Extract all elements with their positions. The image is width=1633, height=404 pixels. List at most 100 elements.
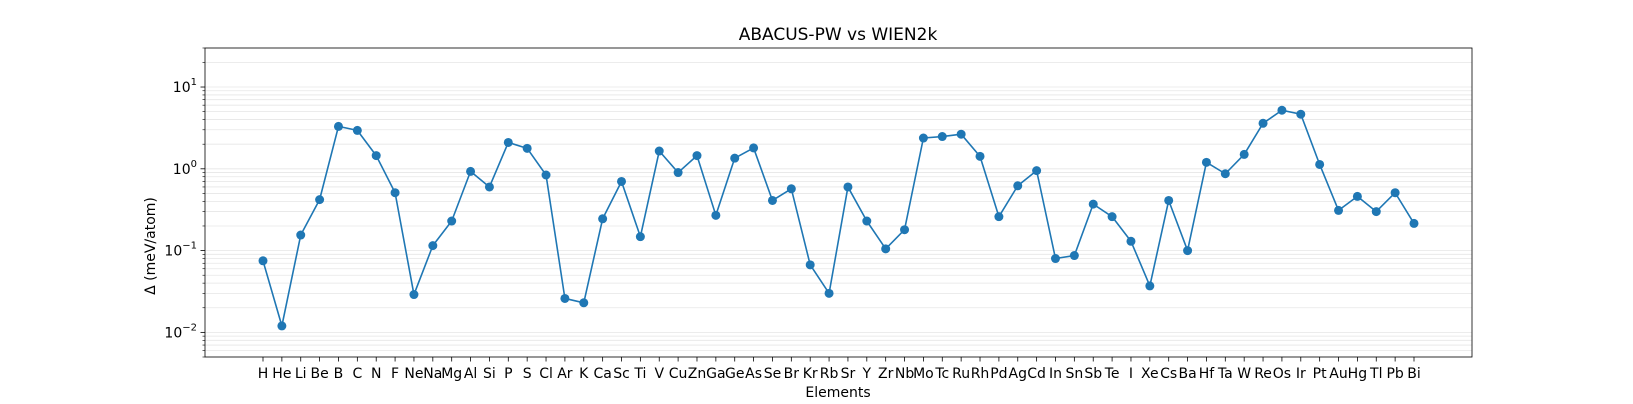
data-point-Ar <box>560 293 570 303</box>
data-point-Cl <box>541 170 551 180</box>
data-point-Ru <box>956 129 966 139</box>
data-point-Ag <box>1013 181 1023 191</box>
data-point-N <box>371 151 381 161</box>
data-point-Kr <box>805 260 815 270</box>
data-point-Te <box>1107 212 1117 222</box>
x-tick-label-Ca: Ca <box>593 366 611 382</box>
x-tick-label-Sb: Sb <box>1084 366 1102 382</box>
x-tick-label-Cd: Cd <box>1027 366 1046 382</box>
y-tick-exponent: −2 <box>182 322 197 333</box>
data-point-Hg <box>1352 191 1362 201</box>
data-point-Cs <box>1164 195 1174 205</box>
x-tick-label-Br: Br <box>784 366 800 382</box>
x-tick-label-In: In <box>1049 366 1062 382</box>
data-point-Na <box>428 241 438 251</box>
y-tick-base: 10 <box>164 244 182 260</box>
data-point-Ba <box>1183 246 1193 256</box>
data-point-Sb <box>1088 199 1098 209</box>
x-tick-label-Mg: Mg <box>441 366 462 382</box>
x-tick-label-H: H <box>258 366 269 382</box>
data-point-Os <box>1277 105 1287 115</box>
data-point-Tl <box>1371 207 1381 217</box>
data-point-B <box>333 121 343 131</box>
x-tick-label-As: As <box>745 366 762 382</box>
y-tick-label: 101 <box>173 77 197 96</box>
x-tick-label-S: S <box>523 366 532 382</box>
x-tick-label-Si: Si <box>483 366 496 382</box>
x-tick-label-Nb: Nb <box>895 366 914 382</box>
x-tick-label-Mo: Mo <box>913 366 934 382</box>
x-tick-label-Ar: Ar <box>557 366 573 382</box>
data-point-Br <box>786 184 796 194</box>
x-tick-label-Hg: Hg <box>1348 366 1367 382</box>
data-point-Pb <box>1390 188 1400 198</box>
y-tick-label: 10−1 <box>164 241 197 260</box>
data-point-Xe <box>1145 281 1155 291</box>
x-tick-label-Zr: Zr <box>878 366 894 382</box>
data-point-He <box>277 321 287 331</box>
data-point-Cd <box>1032 166 1042 176</box>
x-tick-label-Tc: Tc <box>934 366 949 382</box>
x-tick-label-Xe: Xe <box>1141 366 1159 382</box>
data-point-C <box>352 125 362 135</box>
data-point-Ne <box>409 290 419 300</box>
x-tick-label-Tl: Tl <box>1369 366 1382 382</box>
y-tick-exponent: 1 <box>191 77 197 88</box>
data-point-V <box>654 146 664 156</box>
data-point-Si <box>484 182 494 192</box>
x-tick-label-B: B <box>334 366 344 382</box>
x-tick-label-Ga: Ga <box>706 366 725 382</box>
x-tick-label-He: He <box>272 366 291 382</box>
x-tick-label-Zn: Zn <box>688 366 706 382</box>
x-tick-label-Ru: Ru <box>952 366 970 382</box>
data-point-K <box>579 298 589 308</box>
y-tick-base: 10 <box>173 162 191 178</box>
x-tick-label-Ta: Ta <box>1217 366 1233 382</box>
x-tick-label-K: K <box>579 366 589 382</box>
data-point-Pd <box>994 212 1004 222</box>
x-tick-label-Pt: Pt <box>1313 366 1327 382</box>
data-point-Rh <box>975 151 985 161</box>
y-tick-label: 100 <box>173 159 197 178</box>
data-point-Ga <box>711 210 721 220</box>
x-tick-label-F: F <box>391 366 399 382</box>
data-point-Ta <box>1220 169 1230 179</box>
x-tick-label-Bi: Bi <box>1407 366 1421 382</box>
x-tick-label-Hf: Hf <box>1199 366 1216 382</box>
x-tick-label-P: P <box>504 366 512 382</box>
x-tick-label-Te: Te <box>1104 366 1120 382</box>
x-tick-label-Li: Li <box>295 366 307 382</box>
y-tick-base: 10 <box>173 80 191 96</box>
data-point-Mo <box>918 133 928 143</box>
data-point-S <box>522 143 532 153</box>
x-tick-label-Kr: Kr <box>803 366 818 382</box>
x-axis-label: Elements <box>805 385 870 400</box>
data-point-I <box>1126 236 1136 246</box>
x-tick-label-Y: Y <box>862 366 872 382</box>
data-point-Al <box>466 166 476 176</box>
x-tick-label-Na: Na <box>423 366 442 382</box>
x-tick-label-Ne: Ne <box>404 366 423 382</box>
data-point-Re <box>1258 118 1268 128</box>
data-point-Ca <box>598 214 608 224</box>
data-point-Ge <box>730 153 740 163</box>
x-tick-label-Cs: Cs <box>1160 366 1177 382</box>
x-tick-label-Rh: Rh <box>971 366 990 382</box>
data-point-Sn <box>1069 251 1079 261</box>
y-axis-label: Δ (meV/atom) <box>143 197 159 295</box>
y-tick-base: 10 <box>164 325 182 341</box>
data-point-In <box>1050 254 1060 264</box>
x-tick-label-Cu: Cu <box>669 366 688 382</box>
x-tick-label-Be: Be <box>310 366 328 382</box>
y-tick-label: 10−2 <box>164 322 197 341</box>
data-point-Hf <box>1201 157 1211 167</box>
x-tick-label-Ti: Ti <box>633 366 646 382</box>
x-tick-label-I: I <box>1129 366 1133 382</box>
data-point-Ti <box>635 232 645 242</box>
data-point-Bi <box>1409 218 1419 228</box>
x-tick-label-Al: Al <box>464 366 477 382</box>
x-tick-label-V: V <box>654 366 664 382</box>
